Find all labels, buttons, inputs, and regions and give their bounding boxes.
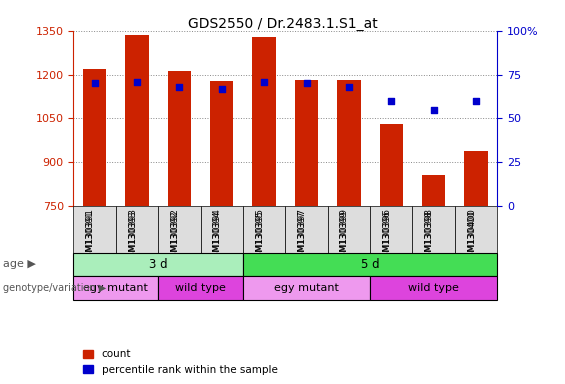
Text: age ▶: age ▶: [3, 260, 36, 270]
Text: GSM130394: GSM130394: [213, 209, 221, 263]
Text: GSM130393: GSM130393: [128, 209, 137, 263]
Text: GSM130397: GSM130397: [298, 209, 306, 263]
Point: [471, 98, 480, 104]
Text: GSM130397: GSM130397: [298, 211, 306, 263]
Text: GSM130391: GSM130391: [86, 209, 95, 263]
Text: GSM130398: GSM130398: [425, 209, 434, 263]
Bar: [168, 71, 191, 206]
Point: [90, 80, 99, 86]
Text: GSM130392: GSM130392: [171, 211, 179, 263]
Bar: [295, 79, 318, 206]
Bar: [210, 81, 233, 206]
Text: GSM130395: GSM130395: [255, 211, 264, 263]
Bar: [73, 253, 243, 276]
Text: genotype/variation ▶: genotype/variation ▶: [3, 283, 106, 293]
Bar: [328, 206, 370, 253]
Point: [217, 86, 226, 92]
Bar: [158, 276, 243, 300]
Text: 5 d: 5 d: [361, 258, 379, 271]
Bar: [201, 206, 243, 253]
Bar: [370, 276, 497, 300]
Text: GSM130392: GSM130392: [171, 209, 179, 263]
Text: GSM130396: GSM130396: [383, 209, 391, 263]
Text: GSM130395: GSM130395: [255, 209, 264, 263]
Legend: count, percentile rank within the sample: count, percentile rank within the sample: [79, 345, 281, 379]
Bar: [412, 206, 455, 253]
Bar: [422, 175, 445, 206]
Text: egy mutant: egy mutant: [274, 283, 339, 293]
Text: GDS2550 / Dr.2483.1.S1_at: GDS2550 / Dr.2483.1.S1_at: [188, 17, 377, 31]
Point: [429, 106, 438, 113]
Point: [386, 98, 396, 104]
Bar: [455, 206, 497, 253]
Point: [259, 78, 269, 84]
Text: egy mutant: egy mutant: [84, 283, 148, 293]
Bar: [285, 206, 328, 253]
Text: 3 d: 3 d: [149, 258, 167, 271]
Text: wild type: wild type: [408, 283, 459, 293]
Text: GSM130399: GSM130399: [340, 209, 349, 263]
Bar: [464, 151, 488, 206]
Text: GSM130398: GSM130398: [425, 211, 434, 263]
Bar: [253, 36, 276, 206]
Bar: [243, 206, 285, 253]
Bar: [337, 80, 360, 206]
Text: GSM130393: GSM130393: [128, 211, 137, 263]
Bar: [243, 276, 370, 300]
Bar: [73, 276, 158, 300]
Text: GSM130396: GSM130396: [383, 211, 391, 263]
Bar: [370, 206, 412, 253]
Point: [132, 78, 141, 84]
Text: GSM130400: GSM130400: [467, 211, 476, 263]
Text: GSM130394: GSM130394: [213, 211, 221, 263]
Text: GSM130400: GSM130400: [467, 209, 476, 263]
Bar: [125, 35, 149, 206]
Text: wild type: wild type: [175, 283, 226, 293]
Bar: [158, 206, 201, 253]
Point: [344, 84, 354, 90]
Point: [175, 84, 184, 90]
Text: GSM130391: GSM130391: [86, 211, 95, 263]
Bar: [73, 206, 116, 253]
Text: GSM130399: GSM130399: [340, 211, 349, 263]
Bar: [116, 206, 158, 253]
Bar: [83, 69, 106, 206]
Bar: [243, 253, 497, 276]
Point: [302, 80, 311, 86]
Bar: [380, 124, 403, 206]
